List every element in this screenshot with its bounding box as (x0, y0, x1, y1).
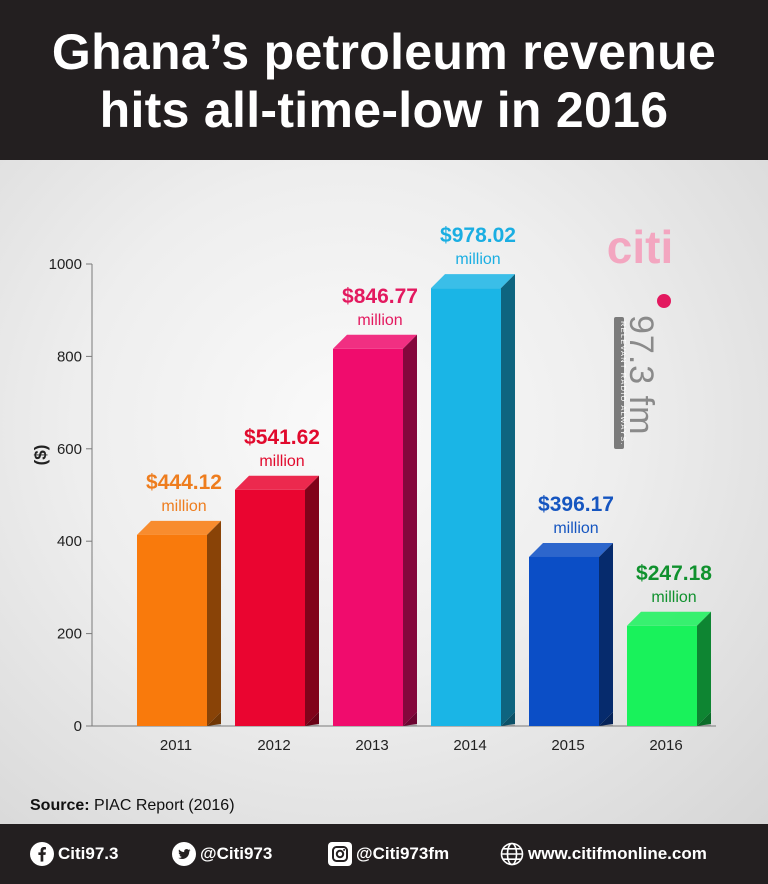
logo-brand-text: citi (607, 221, 673, 273)
source-text: PIAC Report (2016) (89, 797, 235, 814)
bar-2016 (627, 625, 697, 726)
bar-top-2011 (137, 520, 221, 535)
bar-shadow (333, 720, 417, 726)
bar-top-2016 (627, 611, 711, 626)
globe-icon (500, 842, 524, 866)
x-tick-label: 2016 (649, 737, 682, 754)
bar-shadow (627, 720, 711, 726)
y-tick-label: 0 (74, 718, 82, 735)
bar-side-base-2011 (207, 712, 221, 726)
twitter-icon (172, 842, 196, 866)
logo-frequency: 97.3 fm (622, 315, 660, 435)
title-line-2: hits all-time-low in 2016 (99, 82, 669, 138)
y-tick-label: 1000 (49, 256, 82, 273)
bar-side-base-2012 (305, 712, 319, 726)
chart-area: 0 200 400 600 800 1000 ($) 2011 $444.12 million 2… (0, 160, 768, 824)
y-tick-label: 200 (57, 626, 82, 643)
source-note: Source: PIAC Report (2016) (30, 797, 235, 815)
source-label: Source: (30, 797, 90, 814)
x-tick-label: 2012 (257, 737, 290, 754)
instagram-icon (328, 842, 352, 866)
y-axis-label: ($) (31, 445, 50, 466)
citi-fm-logo: citi RELEVANT RADIO ALWAYS. 97.3 fm (607, 221, 673, 449)
bar-side-base-2015 (599, 712, 613, 726)
logo-tagline: RELEVANT RADIO ALWAYS. (619, 321, 628, 446)
y-tick-label: 800 (57, 348, 82, 365)
header: Ghana’s petroleum revenue hits all-time-… (0, 0, 768, 160)
x-tick-label: 2014 (453, 737, 486, 754)
bar-side-2012 (305, 475, 319, 726)
bar-side-2014 (501, 274, 515, 726)
x-tick-label: 2011 (160, 737, 192, 754)
data-label-value: $444.12 (146, 471, 222, 494)
data-label-unit: million (161, 498, 206, 515)
data-label-unit: million (259, 453, 304, 470)
x-tick-label: 2013 (355, 737, 388, 754)
facebook-link[interactable]: Citi97.3 (30, 841, 118, 867)
bar-side-base-2016 (697, 712, 711, 726)
bar-2015 (529, 556, 599, 726)
bar-side-2011 (207, 520, 221, 726)
x-tick-label: 2015 (551, 737, 584, 754)
website-link[interactable]: www.citifmonline.com (500, 841, 707, 867)
bar-shadow (431, 720, 515, 726)
twitter-handle: @Citi973 (200, 844, 273, 863)
website-url: www.citifmonline.com (528, 844, 707, 863)
bar-top-2014 (431, 274, 515, 289)
bar-top-2012 (235, 475, 319, 490)
data-label-value: $247.18 (636, 562, 712, 585)
bar-2013 (333, 348, 403, 726)
data-label-unit: million (651, 589, 696, 606)
bar-2012 (235, 489, 305, 726)
bar-chart: 0 200 400 600 800 1000 ($) 2011 $444.12 million 2… (31, 224, 716, 754)
footer: Citi97.3 @Citi973 @Citi973fm www.citifmo… (0, 824, 768, 884)
y-tick-label: 400 (57, 533, 82, 550)
y-tick-label: 600 (57, 441, 82, 458)
bar-side-base-2013 (403, 712, 417, 726)
data-label-unit: million (455, 251, 500, 268)
bar-side-base-2014 (501, 712, 515, 726)
bar-side-2013 (403, 334, 417, 726)
bar-top-2013 (333, 334, 417, 349)
bar-shadow (235, 720, 319, 726)
twitter-link[interactable]: @Citi973 (172, 841, 272, 867)
bar-shadow (529, 720, 613, 726)
bar-2011 (137, 534, 207, 726)
bar-shadow (137, 720, 221, 726)
bar-side-2016 (697, 611, 711, 726)
instagram-handle: @Citi973fm (356, 844, 450, 863)
logo-tagline-bar (614, 317, 624, 449)
data-label-unit: million (553, 520, 598, 537)
data-label-unit: million (357, 312, 402, 329)
bar-top-2015 (529, 542, 613, 557)
instagram-link[interactable]: @Citi973fm (328, 841, 449, 867)
title-line-1: Ghana’s petroleum revenue (51, 24, 717, 80)
data-label-value: $846.77 (342, 285, 418, 308)
facebook-icon (30, 842, 54, 866)
facebook-handle: Citi97.3 (58, 844, 119, 863)
data-label-value: $978.02 (440, 224, 516, 247)
logo-dot (657, 294, 671, 308)
data-label-value: $541.62 (244, 426, 320, 449)
data-label-value: $396.17 (538, 493, 614, 516)
bar-2014 (431, 288, 501, 726)
bar-side-2015 (599, 542, 613, 726)
